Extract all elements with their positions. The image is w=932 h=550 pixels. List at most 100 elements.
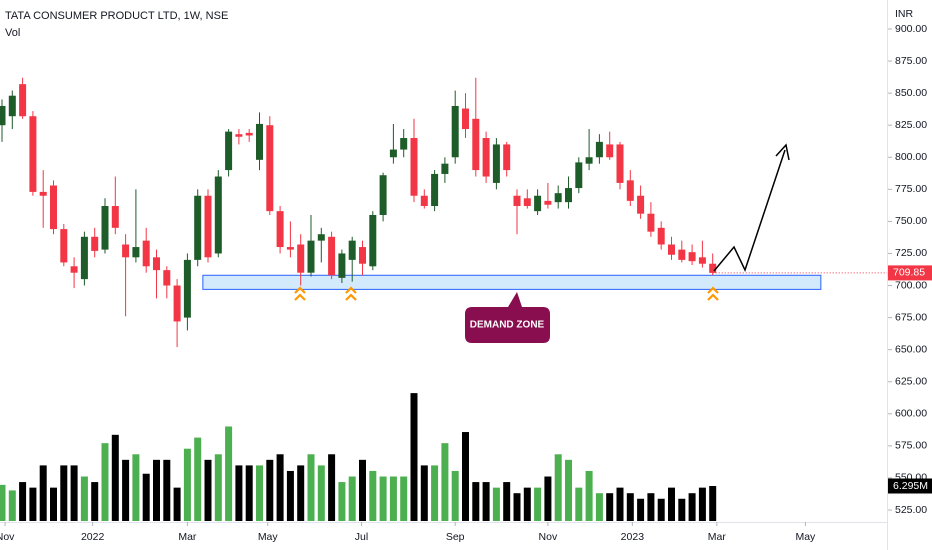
arrow-head <box>775 143 790 161</box>
y-tick-label: 825.00 <box>895 119 927 131</box>
candle-body <box>122 244 130 258</box>
y-tick-label: 750.00 <box>895 215 927 227</box>
candle-body <box>668 244 675 255</box>
volume-bar <box>80 476 88 521</box>
volume-bar <box>338 482 346 521</box>
candle-body <box>194 195 202 260</box>
y-tick-label: 775.00 <box>895 183 927 195</box>
candle-body <box>214 176 222 254</box>
candle-body <box>256 123 263 160</box>
candle-body <box>359 247 366 264</box>
candle-body <box>276 211 284 248</box>
candle-body <box>678 249 686 260</box>
volume-bar <box>513 493 521 521</box>
volume-bar <box>647 493 655 521</box>
chevron <box>294 286 306 301</box>
candle-body <box>698 257 706 264</box>
volume-bar <box>534 487 542 521</box>
candle-body <box>50 185 57 230</box>
volume-bar <box>462 432 469 521</box>
projection-arrow <box>713 143 790 272</box>
candle-body <box>616 144 624 183</box>
candle-body <box>39 191 47 196</box>
candle-body <box>451 105 459 158</box>
candle-body <box>544 200 552 205</box>
volume-bar <box>668 487 675 521</box>
volume-bar <box>111 434 119 521</box>
candle-body <box>369 214 377 267</box>
candle-body <box>173 285 181 322</box>
volume-bar <box>29 487 37 521</box>
candle-body <box>153 257 160 271</box>
last-volume-box <box>888 478 932 494</box>
y-tick-label: 725.00 <box>895 247 927 259</box>
demand-zone-callout: DEMAND ZONE <box>465 292 550 343</box>
candle-body <box>0 105 6 126</box>
candle-body <box>534 195 542 212</box>
volume-bar <box>657 498 665 521</box>
volume-bar <box>122 459 130 521</box>
candle-body <box>585 157 593 164</box>
candle-body <box>235 134 243 137</box>
candle-body <box>163 270 171 286</box>
volume-bar <box>482 482 490 521</box>
candle-body <box>266 125 274 212</box>
candle-body <box>575 162 583 189</box>
volume-bar <box>472 482 480 521</box>
volume-caption: Vol <box>5 27 20 39</box>
y-tick-label: 575.00 <box>895 440 927 452</box>
volume-bar <box>554 454 562 521</box>
x-tick-label: Sep <box>446 531 465 543</box>
candle-body <box>595 141 603 158</box>
volume-bar <box>307 454 315 521</box>
y-tick-label: 875.00 <box>895 55 927 67</box>
volume-bar <box>688 493 696 521</box>
candle-body <box>307 240 315 273</box>
volume-bar <box>297 465 305 521</box>
candle-body <box>142 240 150 267</box>
volume-bar <box>389 476 397 521</box>
volume-bar <box>503 482 511 521</box>
candle-body <box>657 227 665 245</box>
candle-layer <box>0 77 717 348</box>
volume-bar <box>359 459 366 521</box>
x-tick-label: 2023 <box>621 531 645 543</box>
volume-bar <box>585 470 593 521</box>
x-tick-label: Nov <box>539 531 558 543</box>
candle-body <box>60 229 68 263</box>
volume-bar <box>441 443 449 521</box>
volume-bar <box>173 487 181 521</box>
volume-bar <box>8 490 16 521</box>
volume-bar <box>235 465 243 521</box>
y-tick-label: 675.00 <box>895 311 927 323</box>
y-axis-label: INR <box>895 8 914 20</box>
volume-bar <box>214 454 222 521</box>
arrow-line <box>713 149 786 272</box>
volume-bar <box>328 454 336 521</box>
volume-bar <box>410 393 418 521</box>
volume-bar <box>451 470 459 521</box>
candle-body <box>317 234 325 241</box>
candle-body <box>338 253 346 278</box>
y-tick-label: 525.00 <box>895 504 927 516</box>
candle-body <box>286 247 294 250</box>
volume-bar <box>317 465 325 521</box>
y-tick-label: 900.00 <box>895 23 927 35</box>
volume-bar <box>194 437 202 521</box>
volume-bar <box>132 454 140 521</box>
candle-body <box>606 144 614 158</box>
volume-bar <box>606 493 614 521</box>
candle-body <box>328 236 336 276</box>
candle-body <box>410 138 418 196</box>
candle-body <box>647 213 655 232</box>
candle-body <box>389 149 397 158</box>
candle-body <box>400 138 408 150</box>
y-tick-label: 650.00 <box>895 343 927 355</box>
axes: 525.00550.00575.00600.00625.00650.00675.… <box>0 23 932 543</box>
volume-bar <box>698 487 706 521</box>
volume-bar <box>101 443 109 521</box>
candle-body <box>462 108 469 130</box>
x-tick-label: 2022 <box>81 531 105 543</box>
volume-bar <box>245 465 253 521</box>
